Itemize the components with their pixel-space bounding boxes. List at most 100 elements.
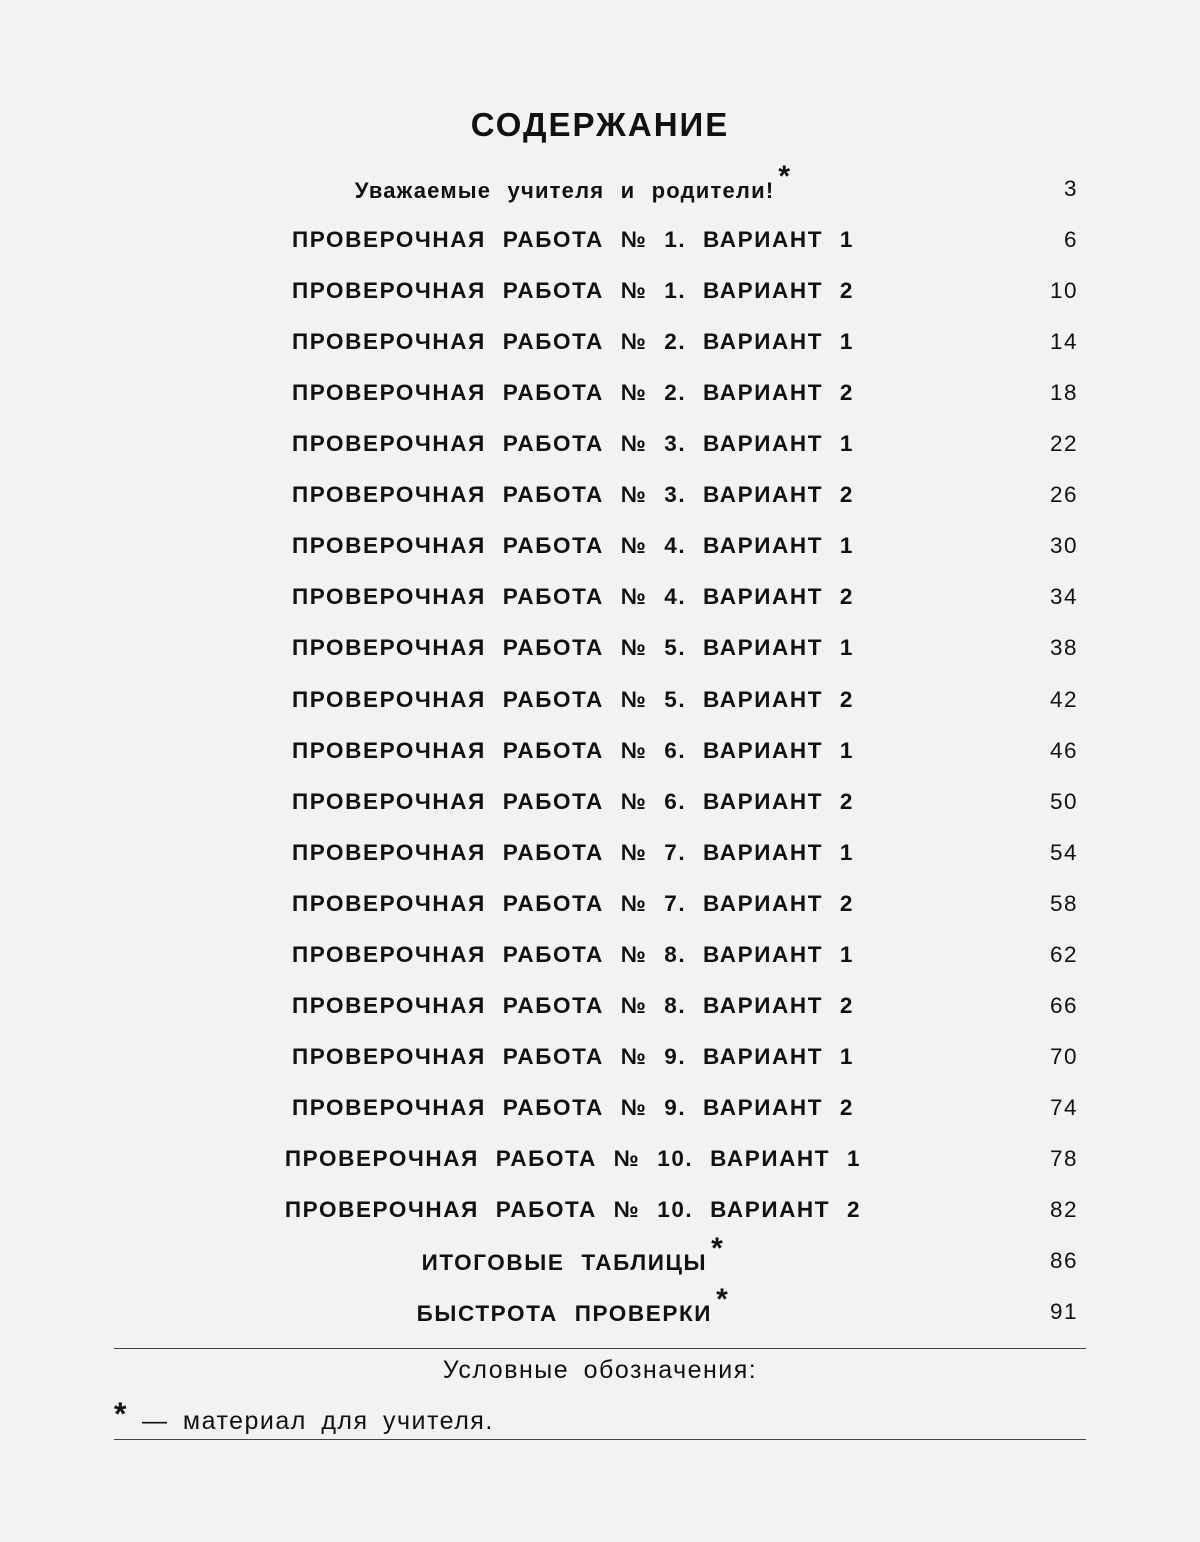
toc-page-number: 10 xyxy=(1049,278,1078,304)
asterisk-icon: * xyxy=(114,1396,128,1432)
toc-entry-label: ПРОВЕРОЧНАЯ РАБОТА № 10. ВАРИАНТ 2 xyxy=(284,1197,862,1222)
legend-title: Условные обозначения: xyxy=(442,1356,758,1384)
toc-entry-title: ПРОВЕРОЧНАЯ РАБОТА № 1. ВАРИАНТ 1 xyxy=(173,220,973,260)
toc-page-number: 50 xyxy=(1049,788,1078,814)
toc-entry-title: ПРОВЕРОЧНАЯ РАБОТА № 5. ВАРИАНТ 1 xyxy=(173,628,973,668)
asterisk-icon: * xyxy=(716,1283,730,1317)
toc-entry[interactable]: ПРОВЕРОЧНАЯ РАБОТА № 2. ВАРИАНТ 1 14 xyxy=(0,322,1200,362)
divider-bottom xyxy=(114,1439,1086,1440)
toc-entry[interactable]: Уважаемые учителя и родители! * 3 xyxy=(0,160,1200,211)
toc-entry-title: ПРОВЕРОЧНАЯ РАБОТА № 1. ВАРИАНТ 2 xyxy=(173,271,973,311)
toc-entry[interactable]: ПРОВЕРОЧНАЯ РАБОТА № 7. ВАРИАНТ 2 58 xyxy=(0,884,1200,924)
toc-entry-label: ПРОВЕРОЧНАЯ РАБОТА № 2. ВАРИАНТ 2 xyxy=(291,380,855,406)
toc-entry-label: ПРОВЕРОЧНАЯ РАБОТА № 8. ВАРИАНТ 2 xyxy=(291,992,855,1018)
toc-entry[interactable]: ПРОВЕРОЧНАЯ РАБОТА № 1. ВАРИАНТ 1 6 xyxy=(0,220,1200,260)
toc-page-number: 26 xyxy=(1049,482,1078,508)
divider-top xyxy=(114,1348,1086,1349)
toc-entry[interactable]: ПРОВЕРОЧНАЯ РАБОТА № 9. ВАРИАНТ 1 70 xyxy=(0,1037,1200,1077)
toc-entry[interactable]: ПРОВЕРОЧНАЯ РАБОТА № 1. ВАРИАНТ 2 10 xyxy=(0,271,1200,311)
toc-entry-label: ПРОВЕРОЧНАЯ РАБОТА № 1. ВАРИАНТ 2 xyxy=(291,278,855,304)
toc-page-number: 78 xyxy=(1049,1145,1078,1171)
toc-entry-label: ПРОВЕРОЧНАЯ РАБОТА № 9. ВАРИАНТ 2 xyxy=(291,1094,855,1120)
asterisk-icon: * xyxy=(778,160,792,193)
toc-entry-title: ПРОВЕРОЧНАЯ РАБОТА № 3. ВАРИАНТ 2 xyxy=(173,475,973,515)
toc-entry-label: ПРОВЕРОЧНАЯ РАБОТА № 5. ВАРИАНТ 1 xyxy=(291,635,855,661)
legend-description: — материал для учителя. xyxy=(141,1407,494,1435)
toc-entry[interactable]: БЫСТРОТА ПРОВЕРКИ * 91 xyxy=(0,1283,1200,1334)
toc-entry[interactable]: ПРОВЕРОЧНАЯ РАБОТА № 10. ВАРИАНТ 2 82 xyxy=(0,1190,1200,1230)
toc-entry-label: ПРОВЕРОЧНАЯ РАБОТА № 2. ВАРИАНТ 1 xyxy=(291,329,855,355)
toc-entry-title: ПРОВЕРОЧНАЯ РАБОТА № 6. ВАРИАНТ 2 xyxy=(173,782,973,822)
toc-entry-label: ПРОВЕРОЧНАЯ РАБОТА № 7. ВАРИАНТ 1 xyxy=(291,839,855,865)
toc-entry-title: ПРОВЕРОЧНАЯ РАБОТА № 4. ВАРИАНТ 1 xyxy=(173,526,973,566)
toc-entry-label: ПРОВЕРОЧНАЯ РАБОТА № 4. ВАРИАНТ 2 xyxy=(291,584,855,610)
toc-page-number: 6 xyxy=(1063,227,1078,253)
toc-entry-title: ПРОВЕРОЧНАЯ РАБОТА № 6. ВАРИАНТ 1 xyxy=(173,731,973,771)
toc-entry-label: ПРОВЕРОЧНАЯ РАБОТА № 9. ВАРИАНТ 1 xyxy=(291,1043,855,1069)
toc-entry-label: ПРОВЕРОЧНАЯ РАБОТА № 7. ВАРИАНТ 2 xyxy=(291,890,855,916)
toc-entry-label: ПРОВЕРОЧНАЯ РАБОТА № 3. ВАРИАНТ 2 xyxy=(291,482,855,508)
toc-entry-label: ПРОВЕРОЧНАЯ РАБОТА № 5. ВАРИАНТ 2 xyxy=(291,686,855,712)
page-title: СОДЕРЖАНИЕ xyxy=(470,106,730,143)
toc-page-number: 34 xyxy=(1049,584,1078,610)
toc-page-number: 66 xyxy=(1049,992,1078,1018)
toc-entry-title: ПРОВЕРОЧНАЯ РАБОТА № 10. ВАРИАНТ 2 xyxy=(173,1190,973,1230)
toc-page-number: 14 xyxy=(1049,329,1078,355)
toc-entry[interactable]: ПРОВЕРОЧНАЯ РАБОТА № 5. ВАРИАНТ 2 42 xyxy=(0,680,1200,720)
toc-page-number: 86 xyxy=(1049,1248,1078,1274)
toc-entry[interactable]: ПРОВЕРОЧНАЯ РАБОТА № 6. ВАРИАНТ 1 46 xyxy=(0,731,1200,771)
toc-page-number: 91 xyxy=(1049,1299,1078,1325)
toc-entry[interactable]: ИТОГОВЫЕ ТАБЛИЦЫ * 86 xyxy=(0,1232,1200,1283)
toc-entry-title: ИТОГОВЫЕ ТАБЛИЦЫ * xyxy=(173,1232,973,1283)
toc-entry[interactable]: ПРОВЕРОЧНАЯ РАБОТА № 6. ВАРИАНТ 2 50 xyxy=(0,782,1200,822)
toc-entry[interactable]: ПРОВЕРОЧНАЯ РАБОТА № 8. ВАРИАНТ 2 66 xyxy=(0,986,1200,1026)
toc-page-number: 58 xyxy=(1049,890,1078,916)
toc-entry-label: ПРОВЕРОЧНАЯ РАБОТА № 3. ВАРИАНТ 1 xyxy=(291,431,855,457)
toc-entry[interactable]: ПРОВЕРОЧНАЯ РАБОТА № 3. ВАРИАНТ 1 22 xyxy=(0,424,1200,464)
toc-entry[interactable]: ПРОВЕРОЧНАЯ РАБОТА № 10. ВАРИАНТ 1 78 xyxy=(0,1139,1200,1179)
toc-entry-label: Уважаемые учителя и родители! xyxy=(354,178,775,203)
toc-page-number: 30 xyxy=(1049,533,1078,559)
toc-entry-label: ПРОВЕРОЧНАЯ РАБОТА № 6. ВАРИАНТ 1 xyxy=(291,737,855,763)
toc-entry-title: ПРОВЕРОЧНАЯ РАБОТА № 8. ВАРИАНТ 1 xyxy=(173,935,973,975)
toc-entry-title: ПРОВЕРОЧНАЯ РАБОТА № 5. ВАРИАНТ 2 xyxy=(173,680,973,720)
toc-page-number: 82 xyxy=(1049,1197,1078,1222)
toc-page-number: 54 xyxy=(1049,839,1078,865)
toc-page-number: 42 xyxy=(1049,686,1078,712)
toc-entry[interactable]: ПРОВЕРОЧНАЯ РАБОТА № 4. ВАРИАНТ 2 34 xyxy=(0,577,1200,617)
toc-page-number: 62 xyxy=(1049,941,1078,967)
toc-page-number: 74 xyxy=(1049,1094,1078,1120)
toc-entry-label: ИТОГОВЫЕ ТАБЛИЦЫ xyxy=(421,1250,708,1276)
toc-entry-title: ПРОВЕРОЧНАЯ РАБОТА № 9. ВАРИАНТ 1 xyxy=(173,1037,973,1077)
toc-entry-title: ПРОВЕРОЧНАЯ РАБОТА № 7. ВАРИАНТ 2 xyxy=(173,884,973,924)
toc-entry[interactable]: ПРОВЕРОЧНАЯ РАБОТА № 2. ВАРИАНТ 2 18 xyxy=(0,373,1200,413)
legend-item: * — материал для учителя. xyxy=(114,1396,494,1437)
toc-page-number: 70 xyxy=(1049,1043,1078,1069)
toc-entry-title: ПРОВЕРОЧНАЯ РАБОТА № 4. ВАРИАНТ 2 xyxy=(173,577,973,617)
toc-entry-label: ПРОВЕРОЧНАЯ РАБОТА № 4. ВАРИАНТ 1 xyxy=(291,533,855,559)
toc-entry-title: ПРОВЕРОЧНАЯ РАБОТА № 8. ВАРИАНТ 2 xyxy=(173,986,973,1026)
toc-entry-title: БЫСТРОТА ПРОВЕРКИ * xyxy=(173,1283,973,1334)
asterisk-icon: * xyxy=(711,1232,725,1266)
toc-entry-title: ПРОВЕРОЧНАЯ РАБОТА № 2. ВАРИАНТ 2 xyxy=(173,373,973,413)
toc-entry[interactable]: ПРОВЕРОЧНАЯ РАБОТА № 7. ВАРИАНТ 1 54 xyxy=(0,833,1200,873)
toc-entry-label: ПРОВЕРОЧНАЯ РАБОТА № 8. ВАРИАНТ 1 xyxy=(291,941,855,967)
toc-entry-title: ПРОВЕРОЧНАЯ РАБОТА № 9. ВАРИАНТ 2 xyxy=(173,1088,973,1128)
toc-entry-label: ПРОВЕРОЧНАЯ РАБОТА № 1. ВАРИАНТ 1 xyxy=(291,227,855,253)
toc-page-number: 38 xyxy=(1049,635,1078,661)
toc-entry-label: ПРОВЕРОЧНАЯ РАБОТА № 6. ВАРИАНТ 2 xyxy=(291,788,855,814)
toc-entry-title: Уважаемые учителя и родители! * xyxy=(173,160,973,211)
toc-entry[interactable]: ПРОВЕРОЧНАЯ РАБОТА № 8. ВАРИАНТ 1 62 xyxy=(0,935,1200,975)
toc-entry[interactable]: ПРОВЕРОЧНАЯ РАБОТА № 9. ВАРИАНТ 2 74 xyxy=(0,1088,1200,1128)
toc-page-number: 18 xyxy=(1049,380,1078,406)
toc-entry-title: ПРОВЕРОЧНАЯ РАБОТА № 2. ВАРИАНТ 1 xyxy=(173,322,973,362)
toc-page-number: 22 xyxy=(1049,431,1078,457)
toc-entry-label: ПРОВЕРОЧНАЯ РАБОТА № 10. ВАРИАНТ 1 xyxy=(284,1145,862,1171)
toc-entry[interactable]: ПРОВЕРОЧНАЯ РАБОТА № 5. ВАРИАНТ 1 38 xyxy=(0,628,1200,668)
toc-entry-label: БЫСТРОТА ПРОВЕРКИ xyxy=(416,1301,713,1327)
toc-page-number: 46 xyxy=(1049,737,1078,763)
toc-entry-title: ПРОВЕРОЧНАЯ РАБОТА № 7. ВАРИАНТ 1 xyxy=(173,833,973,873)
toc-entry[interactable]: ПРОВЕРОЧНАЯ РАБОТА № 4. ВАРИАНТ 1 30 xyxy=(0,526,1200,566)
toc-entry-title: ПРОВЕРОЧНАЯ РАБОТА № 10. ВАРИАНТ 1 xyxy=(173,1139,973,1179)
toc-entry[interactable]: ПРОВЕРОЧНАЯ РАБОТА № 3. ВАРИАНТ 2 26 xyxy=(0,475,1200,515)
